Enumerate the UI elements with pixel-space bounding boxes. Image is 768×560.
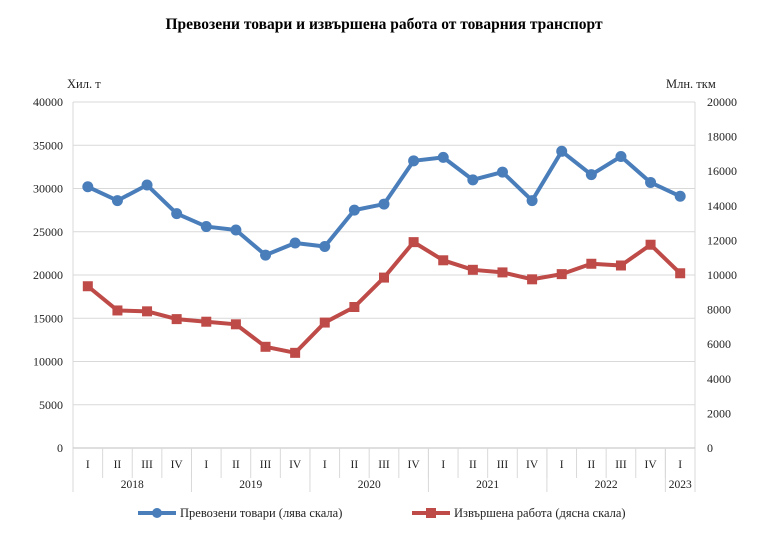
x-tick-quarter: II [114,459,122,471]
data-point [260,249,272,261]
data-point [82,281,93,292]
x-tick-quarter: IV [408,459,421,471]
x-tick-quarter: II [232,459,240,471]
x-tick-quarter: IV [289,459,302,471]
y-tick-left: 10000 [33,355,63,369]
y-axis-label-right: Млн. ткм [666,77,716,91]
x-tick-year: 2021 [476,479,499,491]
data-point [674,190,686,202]
y-axis-label-left: Хил. т [67,77,101,91]
x-tick-quarter: IV [526,459,539,471]
chart-title: Превозени товари и извършена работа от т… [165,16,603,33]
data-point [408,155,420,167]
x-tick-quarter: IV [645,459,658,471]
y-tick-left: 20000 [33,268,63,282]
data-point [378,198,390,210]
x-tick-year: 2022 [595,479,618,491]
x-tick-quarter: I [560,459,564,471]
data-point [319,240,331,252]
data-point [348,204,360,216]
data-point [142,306,153,317]
y-tick-right: 14000 [707,199,737,213]
data-point [675,268,686,279]
x-tick-quarter: IV [171,459,184,471]
x-tick-quarter: III [141,459,153,471]
data-point [645,176,657,188]
data-point [467,174,479,186]
y-tick-right: 16000 [707,164,737,178]
x-tick-quarter: III [497,459,509,471]
data-point [141,179,153,191]
y-tick-right: 0 [707,441,713,455]
data-point [111,195,123,207]
x-tick-quarter: I [441,459,445,471]
y-tick-left: 0 [57,441,63,455]
data-point [408,237,419,248]
y-tick-left: 25000 [33,225,63,239]
y-tick-right: 4000 [707,372,731,386]
data-point [82,181,94,193]
x-tick-quarter: I [678,459,682,471]
data-point [527,274,538,285]
data-point [437,151,449,163]
y-tick-right: 2000 [707,406,731,420]
data-point [379,272,389,283]
data-point [645,239,656,250]
data-point [615,260,626,271]
data-point [200,221,212,233]
data-point [497,267,508,278]
legend-marker [426,508,436,518]
x-tick-year: 2018 [121,479,144,491]
data-point [201,316,212,327]
legend-label: Извършена работа (дясна скала) [454,506,626,520]
x-tick-quarter: II [351,459,359,471]
series-line-2 [86,240,682,355]
x-tick-quarter: I [204,459,208,471]
y-tick-right: 10000 [707,268,737,282]
y-tick-right: 12000 [707,233,737,247]
data-point [230,319,241,330]
y-tick-right: 8000 [707,303,731,317]
y-tick-left: 35000 [33,138,63,152]
legend-label: Превозени товари (лява скала) [180,506,342,520]
data-point [496,166,508,178]
y-tick-left: 30000 [33,182,63,196]
data-point [467,264,478,275]
data-point [526,195,538,207]
x-tick-year: 2023 [669,479,692,491]
y-tick-right: 18000 [707,130,737,144]
x-tick-quarter: II [587,459,595,471]
y-tick-right: 6000 [707,337,731,351]
y-tick-right: 20000 [707,95,737,109]
x-tick-quarter: III [378,459,390,471]
data-point [556,269,567,280]
x-tick-year: 2019 [239,479,262,491]
data-point [171,314,182,325]
data-point [585,169,597,181]
y-tick-left: 15000 [33,311,63,325]
data-point [556,145,568,157]
y-tick-left: 40000 [33,95,63,109]
data-point [615,150,627,162]
data-point [112,305,123,316]
data-point [586,258,597,269]
data-point [438,255,449,266]
data-point [289,237,301,249]
y-tick-left: 5000 [39,398,63,412]
data-point [290,347,301,358]
data-point [319,317,330,328]
x-tick-quarter: I [86,459,90,471]
x-tick-quarter: II [469,459,477,471]
x-tick-quarter: III [615,459,627,471]
data-point [260,341,271,352]
data-point [230,224,242,236]
data-point [171,208,183,220]
x-tick-quarter: I [323,459,327,471]
data-point [349,302,360,313]
x-tick-quarter: III [260,459,272,471]
legend-marker [152,508,162,518]
x-tick-year: 2020 [358,479,381,491]
